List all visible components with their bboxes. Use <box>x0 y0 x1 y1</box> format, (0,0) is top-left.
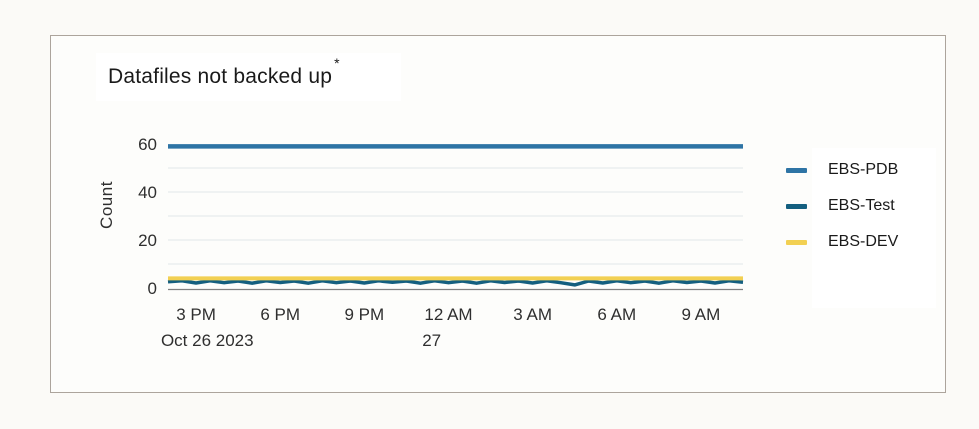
chart-title-text: Datafiles not backed up <box>108 65 333 88</box>
legend-swatch-icon <box>786 239 807 245</box>
legend-item-ebs-pdb[interactable]: EBS-PDB <box>786 160 898 180</box>
legend: EBS-PDB EBS-Test EBS-DEV <box>786 160 898 268</box>
legend-label: EBS-PDB <box>828 161 899 178</box>
x-tick-label: 12 AM <box>424 305 472 324</box>
x-subtick-label: Oct 26 2023 <box>161 331 254 350</box>
y-tick-label: 40 <box>138 183 157 202</box>
legend-item-ebs-test[interactable]: EBS-Test <box>786 196 898 216</box>
legend-label: EBS-Test <box>828 197 895 214</box>
x-subtick-label: 27 <box>422 331 441 350</box>
legend-background-patch <box>812 148 936 308</box>
x-tick-label: 9 AM <box>682 305 721 324</box>
x-tick-label: 3 PM <box>176 305 216 324</box>
y-tick-label: 0 <box>148 279 157 298</box>
title-background-patch <box>96 53 401 101</box>
x-tick-label: 6 AM <box>597 305 636 324</box>
x-tick-label: 3 AM <box>513 305 552 324</box>
chart-title: Datafiles not backed up* <box>108 55 340 89</box>
x-tick-label: 9 PM <box>344 305 384 324</box>
y-tick-label: 20 <box>138 231 157 250</box>
series-line-EBS-Test <box>167 279 744 287</box>
chart-title-asterisk: * <box>334 55 340 71</box>
x-tick-label: 6 PM <box>260 305 300 324</box>
legend-swatch-icon <box>786 167 807 173</box>
chart-card <box>50 35 946 393</box>
legend-swatch-icon <box>786 203 807 209</box>
legend-item-ebs-dev[interactable]: EBS-DEV <box>786 232 898 252</box>
y-tick-label: 60 <box>138 135 157 154</box>
legend-label: EBS-DEV <box>828 233 899 250</box>
